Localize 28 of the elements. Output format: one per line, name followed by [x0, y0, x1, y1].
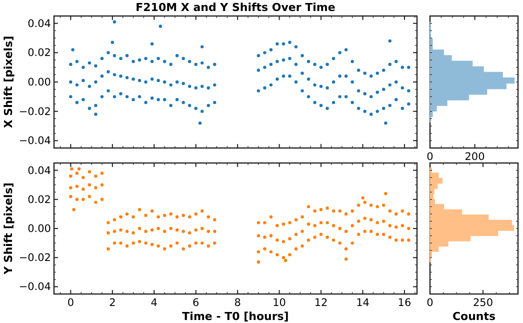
y-tick-label: 0.04: [28, 18, 52, 30]
y-tick-label: 0.04: [28, 164, 52, 177]
y-tick-label: 0.02: [28, 194, 51, 206]
x-axis-title: Counts: [452, 310, 496, 323]
x-axis-title: Time - T0 [hours]: [182, 310, 289, 323]
y-tick-label: 0.00: [28, 76, 51, 88]
x-tick-label: 0: [426, 151, 434, 163]
x-tick-label: 12: [314, 297, 328, 309]
x-tick-label: 6: [192, 297, 200, 309]
chart-title: F210M X and Y Shifts Over Time: [136, 1, 336, 14]
y-tick-label: 0.00: [28, 223, 51, 235]
y-axis-title: X Shift [pixels]: [2, 36, 15, 128]
x-tick-label: 0: [67, 297, 74, 309]
y-tick-label: −0.02: [18, 106, 51, 118]
x-tick-label: 8: [234, 297, 241, 309]
y-axis-title: Y Shift [pixels]: [2, 182, 15, 276]
x-tick-label: 0: [426, 297, 434, 309]
x-tick-label: 14: [356, 297, 370, 309]
y-tick-label: −0.02: [18, 252, 51, 264]
x-tick-label: 200: [464, 151, 485, 163]
x-tick-label: 4: [150, 297, 158, 309]
y-tick-label: 0.02: [28, 47, 51, 60]
y-tick-label: −0.04: [18, 135, 52, 148]
x-tick-label: 16: [398, 297, 412, 309]
x-tick-label: 250: [472, 297, 494, 309]
x-tick-label: 2: [109, 297, 116, 309]
y-tick-label: −0.04: [18, 281, 52, 294]
x-tick-label: 10: [272, 297, 286, 309]
